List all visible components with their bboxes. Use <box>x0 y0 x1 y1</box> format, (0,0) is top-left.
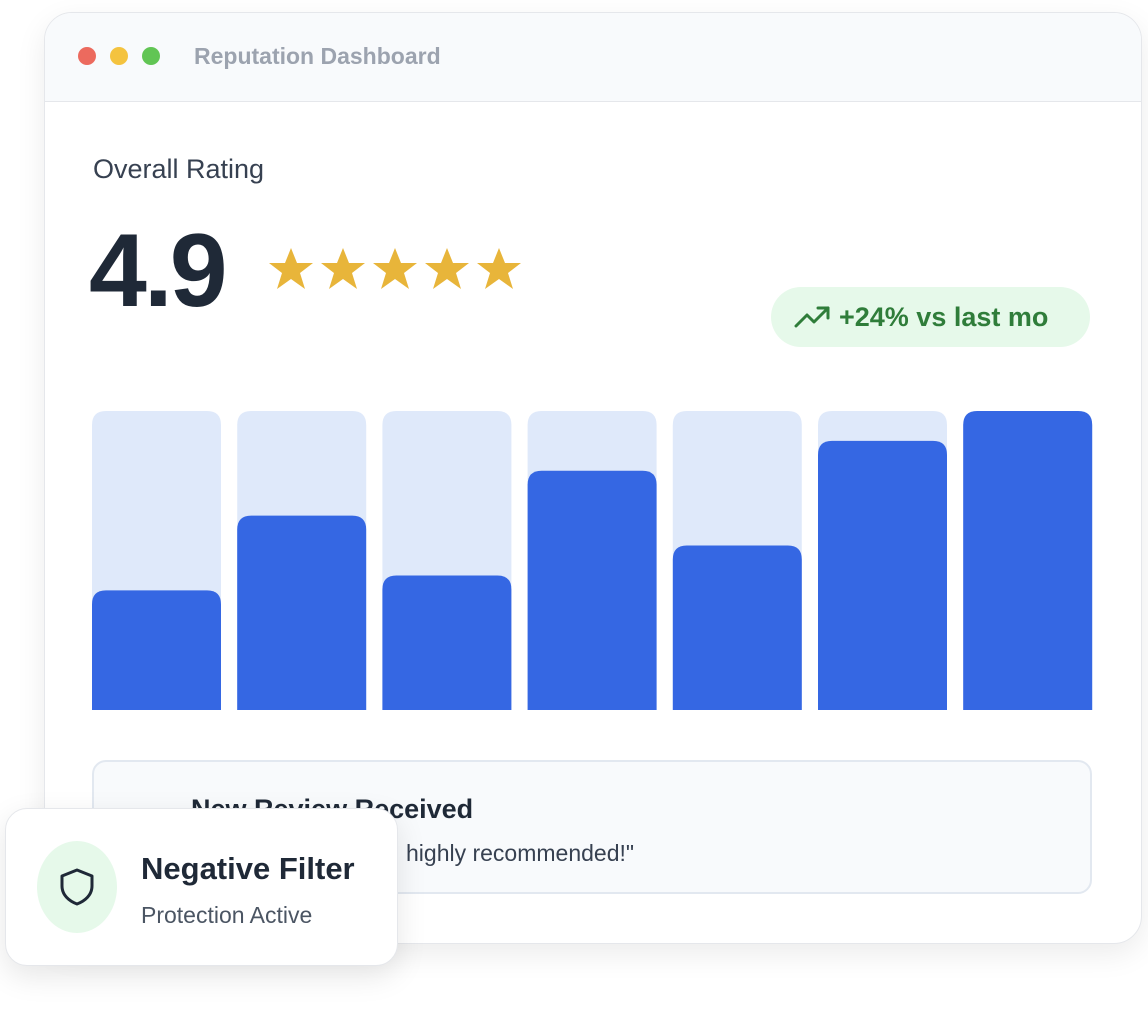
bar <box>963 411 1093 710</box>
rating-label: Overall Rating <box>93 154 265 184</box>
stars <box>269 248 521 289</box>
close-dot[interactable] <box>78 47 96 65</box>
bar <box>818 440 947 710</box>
filter-card: Negative Filter Protection Active <box>5 808 398 966</box>
maximize-dot[interactable] <box>142 47 160 65</box>
bar <box>382 575 512 710</box>
filter-title: Negative Filter <box>141 851 355 886</box>
title-bar: Reputation Dashboard <box>45 13 1141 102</box>
shield-icon <box>60 868 94 906</box>
trend-text: +24% vs last mo <box>839 302 1049 332</box>
shield-badge <box>37 841 117 933</box>
bar <box>92 590 221 710</box>
filter-subtitle: Protection Active <box>141 902 313 928</box>
rating-score: 4.9 <box>89 213 228 329</box>
bar <box>237 515 367 710</box>
bar <box>672 545 802 710</box>
trend-icon <box>794 306 830 328</box>
trend-badge: +24% vs last mo <box>771 287 1090 347</box>
review-text: highly recommended!" <box>406 840 635 866</box>
bar <box>527 470 657 710</box>
minimize-dot[interactable] <box>110 47 128 65</box>
bar-chart <box>92 411 1093 710</box>
window-title: Reputation Dashboard <box>194 43 441 69</box>
